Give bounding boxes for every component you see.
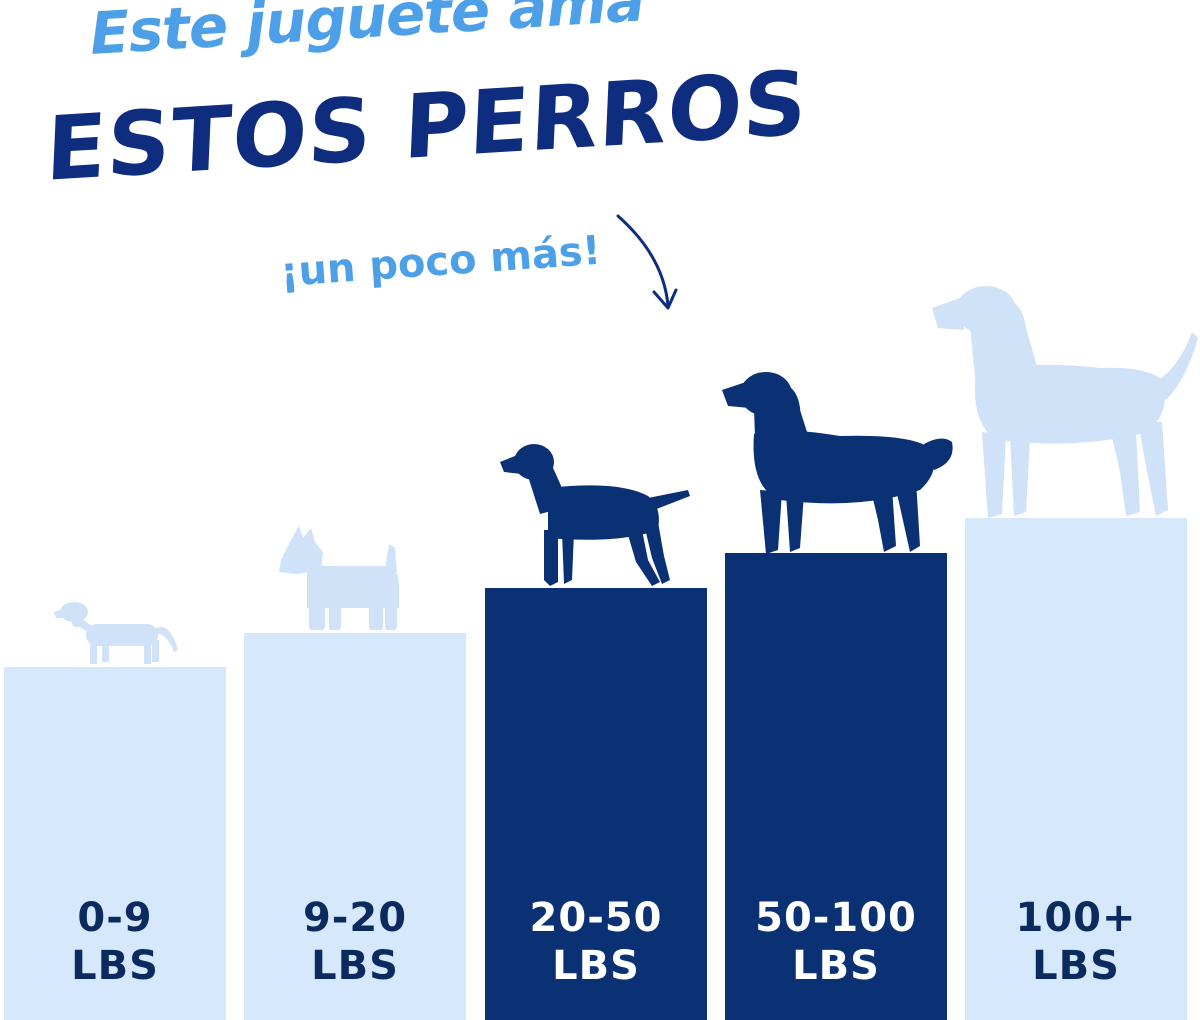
headline-line-2: ESTOS PERROS (44, 50, 810, 201)
scottish-terrier-icon (279, 526, 399, 630)
weight-bar-20-50: 20-50 LBS (485, 588, 707, 1020)
labrador-icon (500, 444, 690, 586)
great-dane-icon (932, 286, 1198, 518)
weight-unit-label: LBS (311, 943, 399, 989)
weight-bar-50-100: 50-100 LBS (725, 553, 947, 1020)
weight-bar-9-20: 9-20 LBS (244, 633, 466, 1020)
weight-unit-label: LBS (792, 943, 880, 989)
headline-line-3: ¡un poco más! (278, 227, 603, 296)
weight-range-label: 50-100 (755, 895, 917, 941)
weight-unit-label: LBS (1032, 943, 1120, 989)
weight-unit-label: LBS (552, 943, 640, 989)
weight-bar-0-9: 0-9 LBS (4, 667, 226, 1020)
weight-unit-label: LBS (71, 943, 159, 989)
golden-retriever-icon (722, 372, 953, 554)
curved-arrow-icon (616, 214, 678, 310)
dachshund-icon (54, 602, 178, 664)
weight-range-label: 100+ (1015, 895, 1137, 941)
weight-range-label: 0-9 (77, 895, 153, 941)
headline-line-1: Este juguete ama (87, 0, 646, 68)
weight-range-label: 9-20 (302, 895, 408, 941)
weight-bar-100-plus: 100+ LBS (965, 518, 1187, 1020)
weight-range-label: 20-50 (529, 895, 663, 941)
